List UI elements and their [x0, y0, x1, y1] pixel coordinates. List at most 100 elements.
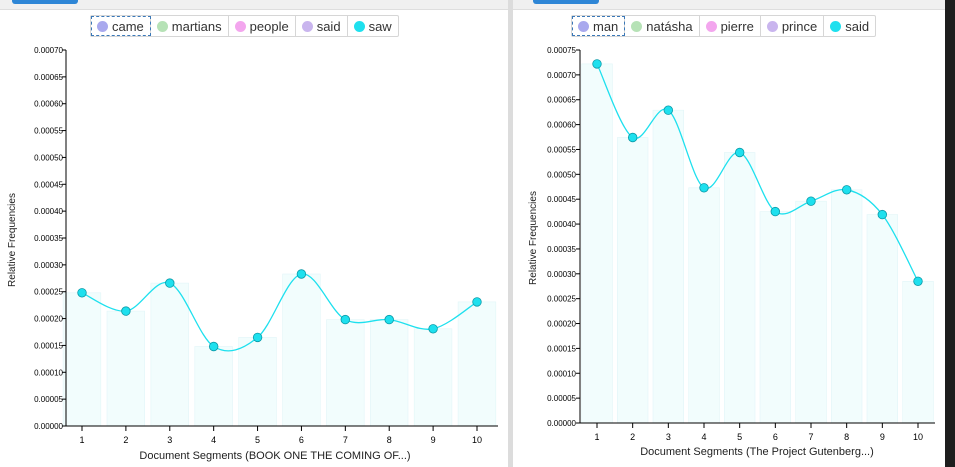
legend-item-saw[interactable]: saw: [348, 16, 398, 36]
y-tick-label: 0.00065: [547, 96, 576, 105]
data-point[interactable]: [121, 306, 131, 316]
data-point[interactable]: [877, 209, 888, 220]
legend-swatch-icon: [705, 20, 717, 32]
bar-mark: [866, 214, 899, 424]
x-tick-label: 6: [299, 435, 304, 445]
window-edge: [945, 0, 955, 467]
y-axis-label: Relative Frequencies: [7, 193, 18, 287]
legend-item-came[interactable]: came: [91, 16, 151, 36]
data-point[interactable]: [77, 288, 87, 298]
data-point[interactable]: [296, 269, 307, 279]
bar-mark: [106, 310, 146, 427]
top-action-button[interactable]: [533, 0, 599, 4]
legend-swatch-icon: [631, 20, 643, 32]
y-tick-label: 0.00025: [34, 288, 63, 297]
y-tick-label: 0.00015: [34, 341, 63, 350]
y-tick-label: 0.00000: [547, 419, 576, 428]
panel-divider[interactable]: [508, 0, 513, 467]
data-point[interactable]: [384, 314, 394, 325]
data-point[interactable]: [806, 196, 816, 206]
y-tick-label: 0.00045: [34, 180, 63, 189]
legend-item-natásha[interactable]: natásha: [625, 16, 700, 36]
bar-mark: [282, 273, 321, 427]
y-tick-label: 0.00040: [547, 220, 576, 229]
x-tick-label: 2: [123, 435, 128, 445]
y-tick-label: 0.00015: [547, 344, 576, 353]
legend-label: natásha: [646, 18, 693, 34]
x-tick-label: 5: [737, 432, 742, 442]
y-tick-label: 0.00055: [547, 145, 576, 154]
bar-mark: [238, 337, 277, 427]
x-tick-label: 7: [808, 432, 813, 442]
y-tick-label: 0.00040: [34, 207, 63, 216]
y-axis-label: Relative Frequencies: [528, 191, 539, 285]
legend-label: came: [112, 18, 144, 34]
bar-mark: [795, 200, 827, 424]
y-tick-label: 0.00075: [547, 46, 576, 55]
data-point[interactable]: [913, 276, 923, 287]
data-point[interactable]: [627, 132, 638, 143]
y-tick-label: 0.00010: [34, 368, 63, 377]
y-tick-label: 0.00020: [547, 320, 576, 329]
x-tick-label: 2: [630, 432, 635, 442]
data-point[interactable]: [699, 183, 709, 193]
top-action-button[interactable]: [12, 0, 78, 4]
data-point[interactable]: [340, 314, 351, 325]
x-tick-label: 9: [880, 432, 885, 442]
y-tick-label: 0.00030: [34, 261, 63, 270]
x-axis-label: Document Segments (BOOK ONE THE COMING O…: [139, 450, 410, 462]
data-point[interactable]: [472, 297, 482, 307]
legend-item-martians[interactable]: martians: [151, 16, 229, 36]
x-tick-label: 4: [701, 432, 706, 442]
left-chart-panel: came martians people said saw 0.00000 0.00005…: [0, 0, 508, 462]
data-point[interactable]: [592, 59, 602, 69]
bar-mark: [902, 280, 934, 424]
x-tick-label: 4: [211, 435, 216, 445]
data-point[interactable]: [208, 341, 219, 352]
x-tick-label: 5: [255, 435, 260, 445]
y-tick-label: 0.00025: [547, 295, 576, 304]
data-point[interactable]: [734, 147, 745, 158]
x-tick-label: 8: [387, 435, 392, 445]
legend-swatch-icon: [97, 20, 108, 32]
data-point[interactable]: [252, 332, 263, 343]
legend-item-said[interactable]: said: [824, 16, 875, 36]
bar-mark: [194, 346, 233, 427]
y-tick-label: 0.00060: [547, 121, 576, 130]
legend-swatch-icon: [353, 20, 365, 32]
legend-item-prince[interactable]: prince: [761, 16, 825, 36]
legend: man natásha pierre prince said: [571, 15, 877, 37]
legend-item-said[interactable]: said: [296, 16, 348, 36]
y-tick-label: 0.00005: [547, 394, 576, 403]
bar-mark: [652, 109, 685, 424]
data-point[interactable]: [663, 105, 674, 115]
legend-label: man: [593, 18, 619, 34]
y-tick-label: 0.00030: [547, 270, 576, 279]
top-toolbar-strip: [0, 0, 508, 10]
data-point[interactable]: [770, 206, 781, 217]
bar-mark: [413, 328, 453, 427]
data-point[interactable]: [428, 324, 438, 334]
x-tick-label: 3: [666, 432, 671, 442]
y-tick-label: 0.00035: [34, 234, 63, 243]
y-tick-label: 0.00060: [34, 100, 63, 109]
legend-item-man[interactable]: man: [572, 16, 626, 36]
y-tick-label: 0.00050: [547, 170, 576, 179]
x-tick-label: 10: [472, 435, 482, 445]
x-tick-label: 7: [343, 435, 348, 445]
y-tick-label: 0.00010: [547, 369, 576, 378]
data-point[interactable]: [842, 185, 852, 195]
y-tick-label: 0.00070: [34, 46, 63, 55]
bar-mark: [326, 319, 365, 427]
x-tick-label: 3: [167, 435, 172, 445]
legend-item-people[interactable]: people: [229, 16, 296, 36]
x-tick-label: 9: [431, 435, 436, 445]
bar-mark: [581, 63, 613, 424]
bar-mark: [150, 282, 189, 427]
bar-mark: [617, 137, 649, 424]
data-point[interactable]: [165, 278, 175, 288]
y-tick-label: 0.00035: [547, 245, 576, 254]
top-toolbar-strip: [513, 0, 945, 10]
legend-item-pierre[interactable]: pierre: [700, 16, 761, 36]
y-tick-label: 0.00005: [34, 395, 63, 404]
